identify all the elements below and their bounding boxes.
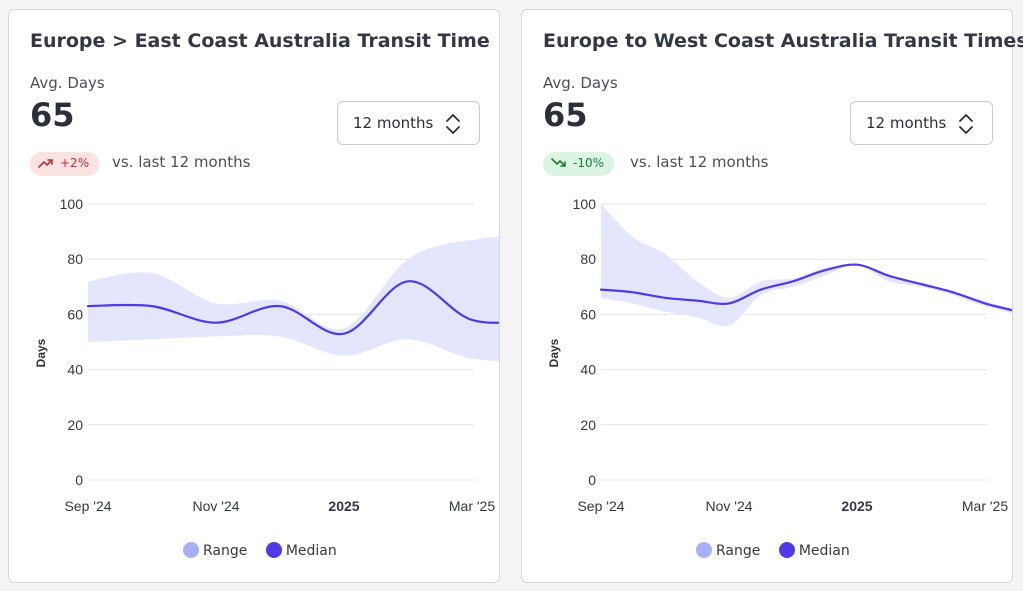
trend-up-icon — [38, 159, 53, 168]
range-band — [88, 236, 499, 362]
y-tick-label: 0 — [75, 472, 83, 488]
period-select[interactable]: 12 months — [337, 101, 480, 145]
x-tick-label: Nov '24 — [705, 498, 752, 514]
avg-value: 65 — [543, 96, 588, 134]
legend-label-range: Range — [203, 543, 248, 559]
range-swatch — [183, 542, 199, 558]
period-select[interactable]: 12 months — [850, 101, 993, 145]
y-tick-label: 100 — [60, 196, 84, 212]
median-point[interactable] — [83, 301, 93, 311]
x-tick-label: Nov '24 — [192, 498, 239, 514]
y-tick-label: 40 — [67, 362, 83, 378]
legend-label-median: Median — [798, 543, 850, 559]
y-tick-label: 80 — [580, 251, 596, 267]
chart-legend: Range Median — [183, 542, 351, 559]
x-tick-label: 2025 — [328, 498, 359, 514]
legend-label-range: Range — [716, 543, 761, 559]
legend-item-range[interactable]: Range — [696, 542, 760, 559]
chevron-up-down-icon — [446, 114, 460, 134]
legend-item-median[interactable]: Median — [265, 542, 337, 559]
legend-item-range[interactable]: Range — [183, 542, 247, 559]
transit-card-east: Europe > East Coast Australia Transit Ti… — [8, 9, 500, 583]
comparison-text: vs. last 12 months — [630, 153, 769, 171]
chevron-up-down-icon — [959, 114, 973, 134]
median-point[interactable] — [948, 287, 958, 297]
card-title: Europe to West Coast Australia Transit T… — [543, 30, 1023, 52]
change-badge-text: +2% — [60, 156, 90, 170]
avg-value: 65 — [30, 96, 75, 134]
y-tick-label: 100 — [573, 196, 597, 212]
median-point[interactable] — [660, 293, 670, 303]
avg-label: Avg. Days — [30, 74, 105, 92]
median-point[interactable] — [756, 285, 766, 295]
y-tick-label: 60 — [580, 306, 596, 322]
comparison-text: vs. last 12 months — [112, 153, 251, 171]
change-badge: -10% — [543, 152, 615, 176]
median-point[interactable] — [980, 298, 990, 308]
legend-item-median[interactable]: Median — [778, 542, 850, 559]
change-badge: +2% — [30, 152, 100, 176]
median-line — [86, 280, 499, 336]
median-point[interactable] — [403, 276, 413, 286]
y-tick-label: 60 — [67, 306, 83, 322]
median-swatch — [265, 542, 282, 558]
range-swatch — [696, 542, 712, 558]
median-point[interactable] — [628, 287, 638, 297]
x-tick-label: 2025 — [841, 498, 872, 514]
median-swatch — [778, 542, 795, 558]
median-point[interactable] — [596, 285, 606, 295]
trend-down-icon — [551, 158, 566, 167]
avg-label: Avg. Days — [543, 74, 618, 92]
y-tick-label: 20 — [580, 417, 596, 433]
x-tick-label: Sep '24 — [577, 498, 624, 514]
median-point[interactable] — [852, 260, 862, 270]
y-tick-label: 80 — [67, 251, 83, 267]
median-line — [599, 263, 1012, 312]
chart-legend: Range Median — [696, 542, 864, 559]
transit-card-west: Europe to West Coast Australia Transit T… — [521, 9, 1023, 583]
x-tick-label: Sep '24 — [64, 498, 111, 514]
y-tick-label: 40 — [580, 362, 596, 378]
x-tick-label: Mar '25 — [449, 498, 495, 514]
median-point[interactable] — [339, 329, 349, 339]
median-point[interactable] — [467, 315, 477, 325]
median-point[interactable] — [788, 276, 798, 286]
period-select-value: 12 months — [866, 114, 947, 132]
median-point[interactable] — [884, 271, 894, 281]
median-point[interactable] — [916, 279, 926, 289]
median-point[interactable] — [275, 301, 285, 311]
legend-label-median: Median — [285, 543, 337, 559]
card-title: Europe > East Coast Australia Transit Ti… — [30, 30, 490, 52]
median-point[interactable] — [147, 301, 157, 311]
x-tick-label: Mar '25 — [962, 498, 1008, 514]
y-axis-label: Days — [34, 338, 48, 367]
change-badge-text: -10% — [573, 156, 605, 170]
median-point[interactable] — [692, 296, 702, 306]
range-band — [601, 204, 1012, 327]
median-point[interactable] — [820, 265, 830, 275]
median-point[interactable] — [724, 298, 734, 308]
period-select-value: 12 months — [353, 114, 434, 132]
y-tick-label: 20 — [67, 417, 83, 433]
y-tick-label: 0 — [588, 472, 596, 488]
median-point[interactable] — [211, 318, 221, 328]
y-axis-label: Days — [547, 338, 561, 367]
